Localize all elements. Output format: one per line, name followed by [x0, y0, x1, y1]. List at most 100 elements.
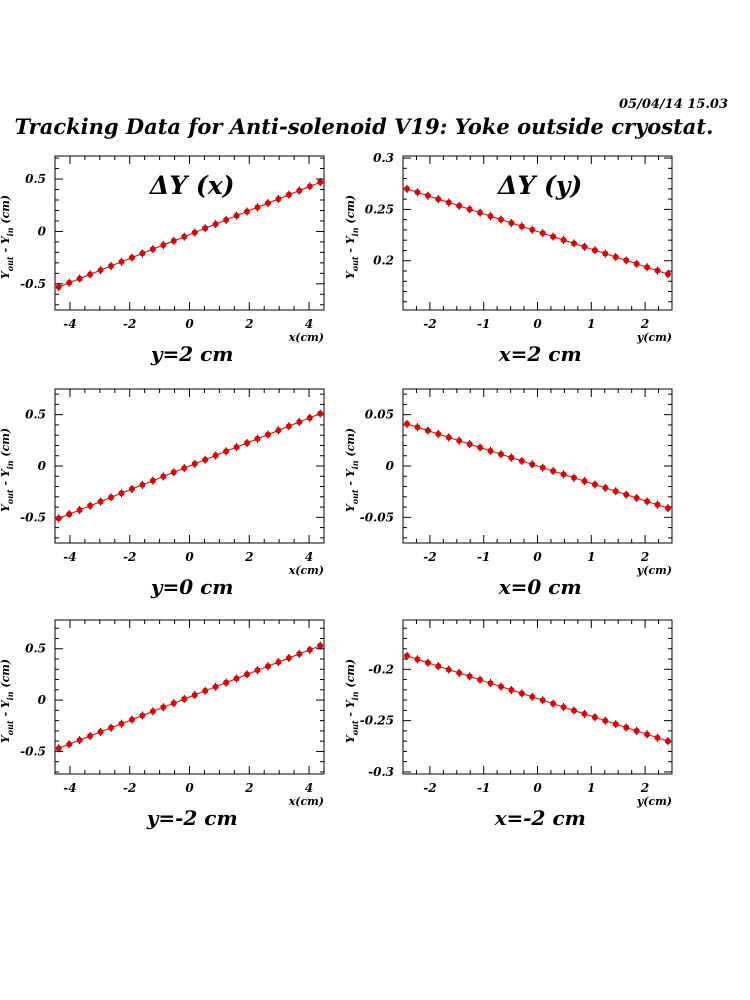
y-axis-label-part: Y — [0, 503, 12, 512]
data-point — [529, 226, 536, 233]
data-point — [571, 240, 578, 247]
data-point — [244, 208, 251, 215]
y-tick-label: 0.5 — [25, 172, 46, 186]
y-tick-label: 0 — [38, 459, 47, 473]
data-point — [497, 683, 504, 690]
y-tick-label: 0 — [38, 693, 47, 707]
data-point — [149, 708, 156, 715]
data-point — [571, 707, 578, 714]
y-axis-label-part: Y — [344, 503, 357, 512]
data-point — [181, 696, 188, 703]
y-axis-label-part: - Y — [0, 699, 12, 720]
data-point — [170, 237, 177, 244]
data-point — [529, 461, 536, 468]
data-point — [254, 435, 261, 442]
data-point — [66, 279, 73, 286]
data-point — [264, 200, 271, 207]
data-point — [254, 667, 261, 674]
x-tick-label: 4 — [305, 550, 313, 564]
data-point — [404, 185, 411, 192]
data-point — [264, 431, 271, 438]
x-tick-label: -4 — [63, 550, 76, 564]
data-point — [518, 457, 525, 464]
y-axis-label-part: out — [5, 256, 15, 271]
data-point — [571, 474, 578, 481]
x-tick-label: -1 — [477, 317, 490, 331]
data-point — [233, 444, 240, 451]
data-point — [414, 656, 421, 663]
data-point — [202, 456, 209, 463]
data-point — [118, 490, 125, 497]
data-point — [487, 680, 494, 687]
data-point — [76, 737, 83, 744]
data-point — [118, 258, 125, 265]
y-tick-label: 0 — [386, 459, 395, 473]
data-point — [108, 494, 115, 501]
data-point — [539, 464, 546, 471]
data-point — [633, 494, 640, 501]
data-point — [202, 225, 209, 232]
data-point — [108, 724, 115, 731]
data-point — [581, 478, 588, 485]
y-axis-label-part: (cm) — [344, 659, 357, 692]
y-axis-label-part: Y — [344, 270, 357, 279]
y-axis-label: Yout - Yin (cm) — [0, 428, 15, 512]
x-tick-label: 1 — [587, 317, 595, 331]
data-point — [118, 720, 125, 727]
data-point — [55, 515, 62, 522]
data-point — [602, 484, 609, 491]
data-point — [296, 187, 303, 194]
x-tick-label: -2 — [123, 550, 136, 564]
x-tick-label: 0 — [533, 317, 542, 331]
date-stamp: 05/04/14 15.03 — [619, 97, 728, 112]
data-point — [623, 724, 630, 731]
x-tick-label: 1 — [587, 781, 595, 795]
data-point — [108, 263, 115, 269]
data-point — [139, 250, 146, 257]
x-tick-label: 2 — [640, 317, 649, 331]
y-axis-label-part: in — [350, 227, 360, 236]
y-axis-label-part: out — [5, 489, 15, 504]
data-point — [275, 427, 282, 434]
data-point — [285, 654, 292, 661]
data-point — [644, 264, 651, 271]
data-point — [560, 471, 567, 478]
panel-annotation: ΔY (y) — [496, 171, 582, 200]
data-point — [97, 267, 104, 274]
chart-panel-6: -2 -1 0 1 2 -0.3 -0.25 -0.2 y(cm) Yout - Yin (cm)… — [344, 619, 673, 830]
y-axis-label-part: out — [350, 489, 360, 504]
y-axis-label-part: - Y — [344, 699, 357, 720]
data-point — [456, 669, 463, 676]
data-point — [560, 236, 567, 243]
chart-panel-5: -4 -2 0 2 4 -0.5 0 0.5 x(cm) Yout - Yin (cm) y=-2 … — [0, 619, 325, 830]
data-point — [623, 257, 630, 264]
data-point — [87, 271, 94, 278]
x-tick-label: 4 — [305, 317, 313, 331]
data-point — [233, 675, 240, 682]
data-point — [518, 690, 525, 697]
data-point — [306, 414, 313, 421]
x-tick-label: 0 — [185, 550, 194, 564]
x-tick-label: 2 — [640, 550, 649, 564]
y-axis-label-part: - Y — [0, 235, 12, 256]
data-point — [202, 687, 209, 694]
y-axis-label: Yout - Yin (cm) — [0, 195, 15, 279]
data-point — [466, 206, 473, 213]
x-tick-label: 0 — [533, 781, 542, 795]
data-point — [664, 505, 671, 512]
data-point — [97, 498, 104, 505]
y-tick-label: 0.05 — [365, 408, 394, 422]
data-point — [487, 447, 494, 454]
data-point — [296, 419, 303, 426]
x-axis-label: x(cm) — [288, 795, 324, 808]
data-point — [55, 283, 62, 290]
y-tick-label: -0.25 — [360, 714, 394, 728]
data-point — [424, 427, 431, 434]
data-point — [170, 469, 177, 476]
data-point — [160, 242, 167, 249]
y-tick-label: 0.5 — [25, 642, 46, 656]
chart-panel-4: -2 -1 0 1 2 -0.05 0 0.05 y(cm) Yout - Yin (cm) x=0… — [344, 388, 673, 599]
y-tick-label: -0.2 — [368, 662, 394, 676]
x-tick-label: -1 — [477, 550, 490, 564]
